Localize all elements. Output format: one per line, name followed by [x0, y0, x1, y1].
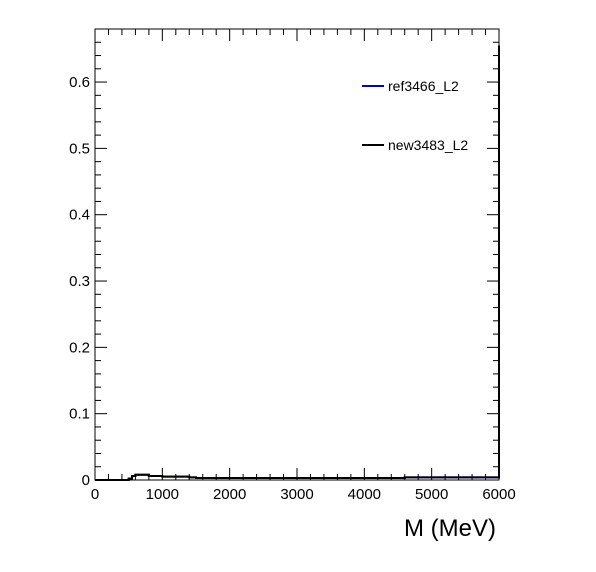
- y-tick-label: 0.5: [69, 140, 90, 157]
- y-tick-label: 0.4: [69, 207, 90, 224]
- axes: 0 1000 2000 3000 4000 5000 6000 0 0.1 0.2 0.3 0.4 0.…: [69, 28, 516, 503]
- plot-frame: [94, 28, 500, 481]
- x-tick-label: 3000: [280, 486, 313, 503]
- x-axis-title: M (MeV): [404, 515, 496, 542]
- series-layer: [95, 45, 500, 481]
- y-tick-label: 0.3: [69, 273, 90, 290]
- y-tick-label: 0.6: [69, 74, 90, 91]
- x-tick-label: 0: [91, 486, 99, 503]
- y-tick-label: 0.1: [69, 406, 90, 423]
- legend-label-1: ref3466_L2: [388, 78, 459, 94]
- legend: ref3466_L2 new3483_L2: [362, 78, 468, 153]
- series-line-1: [95, 45, 500, 481]
- y-tick-label: 0.2: [69, 339, 90, 356]
- x-tick-label: 4000: [348, 486, 381, 503]
- plot-area: [94, 28, 500, 481]
- legend-label-2: new3483_L2: [388, 137, 468, 153]
- x-tick-label: 5000: [415, 486, 448, 503]
- x-tick-label: 1000: [146, 486, 179, 503]
- series-line-2: [95, 45, 500, 481]
- y-tick-label: 0: [82, 472, 90, 489]
- x-tick-label: 6000: [482, 486, 515, 503]
- x-tick-label: 2000: [213, 486, 246, 503]
